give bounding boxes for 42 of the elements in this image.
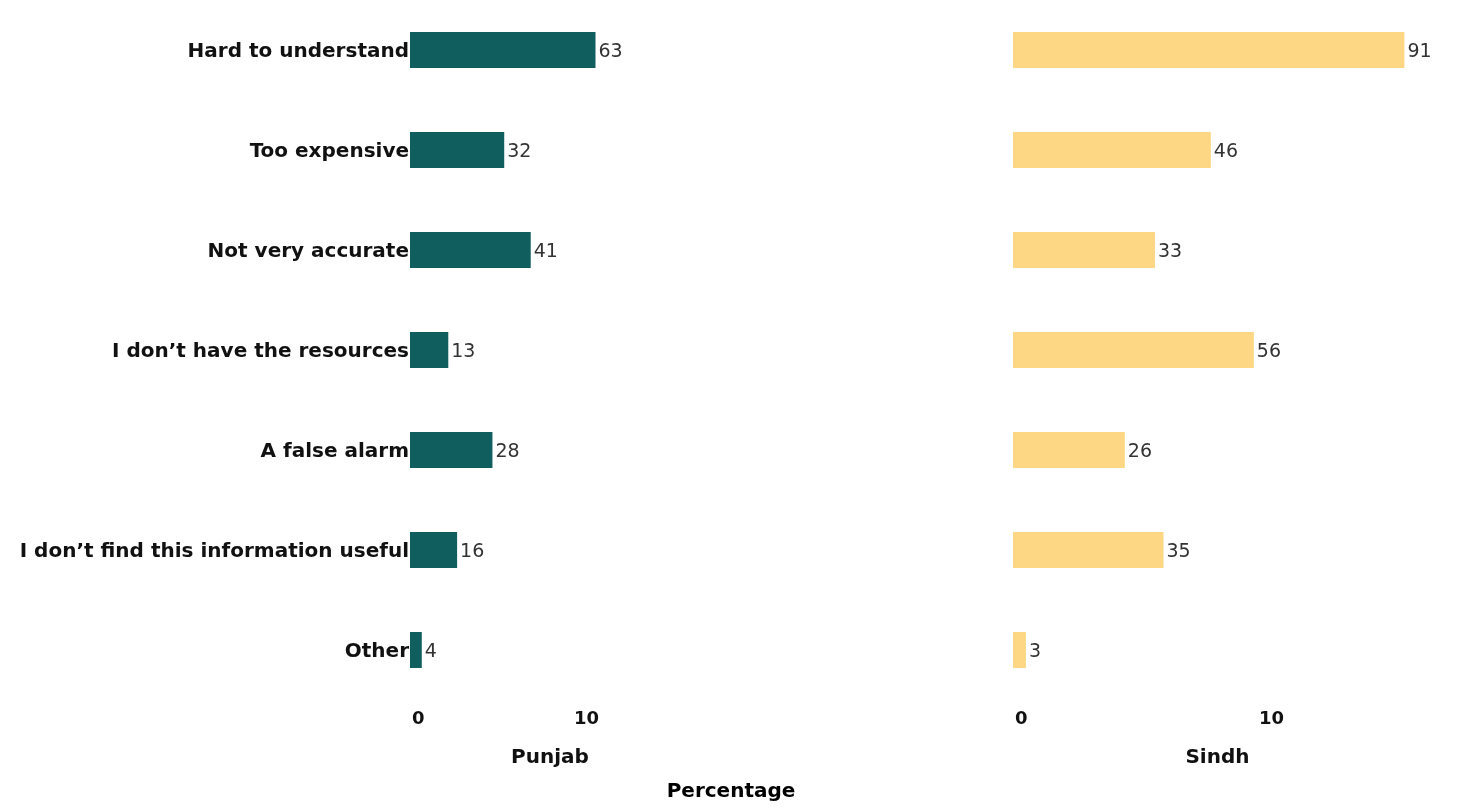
data-label: 16	[460, 539, 485, 561]
y-tick-label: I don’t have the resources	[112, 338, 409, 362]
bar	[1013, 132, 1211, 168]
bar	[410, 432, 493, 468]
bar	[1013, 532, 1164, 568]
data-label: 46	[1213, 139, 1239, 161]
bar	[410, 132, 505, 168]
y-tick-label: A false alarm	[260, 438, 409, 462]
y-tick-label: I don’t find this information useful	[19, 538, 409, 562]
data-label: 41	[533, 239, 558, 261]
text: 0	[412, 707, 425, 728]
bar	[410, 632, 422, 668]
data-label: 13	[451, 339, 476, 361]
bar	[1013, 332, 1254, 368]
data-label: 4	[424, 639, 437, 661]
data-label: 35	[1166, 539, 1191, 561]
data-label: 33	[1157, 239, 1183, 261]
x-axis-title: Punjab	[511, 743, 589, 768]
bar	[1013, 32, 1405, 68]
y-tick-label: Too expensive	[249, 138, 409, 162]
y-tick-label: Not very accurate	[207, 238, 409, 262]
data-label: 26	[1127, 439, 1153, 461]
data-label: 32	[507, 139, 532, 161]
bar	[410, 232, 531, 268]
data-label: 56	[1256, 339, 1282, 361]
bar	[1013, 232, 1155, 268]
bar	[410, 332, 449, 368]
data-label: 3	[1028, 639, 1041, 661]
data-label: 28	[495, 439, 520, 461]
text: Percentage	[665, 778, 797, 802]
data-label: 91	[1407, 39, 1432, 61]
text: 0	[1015, 707, 1028, 728]
data-label: 63	[598, 39, 623, 61]
y-tick-label: Other	[344, 638, 410, 662]
bar	[410, 32, 596, 68]
text: 10	[1259, 707, 1285, 728]
y-tick-label: Hard to understand	[187, 38, 409, 62]
x-axis-title: Sindh	[1185, 743, 1250, 768]
bar	[1013, 632, 1026, 668]
bar	[410, 532, 458, 568]
text: 10	[574, 707, 600, 728]
bar	[1013, 432, 1125, 468]
